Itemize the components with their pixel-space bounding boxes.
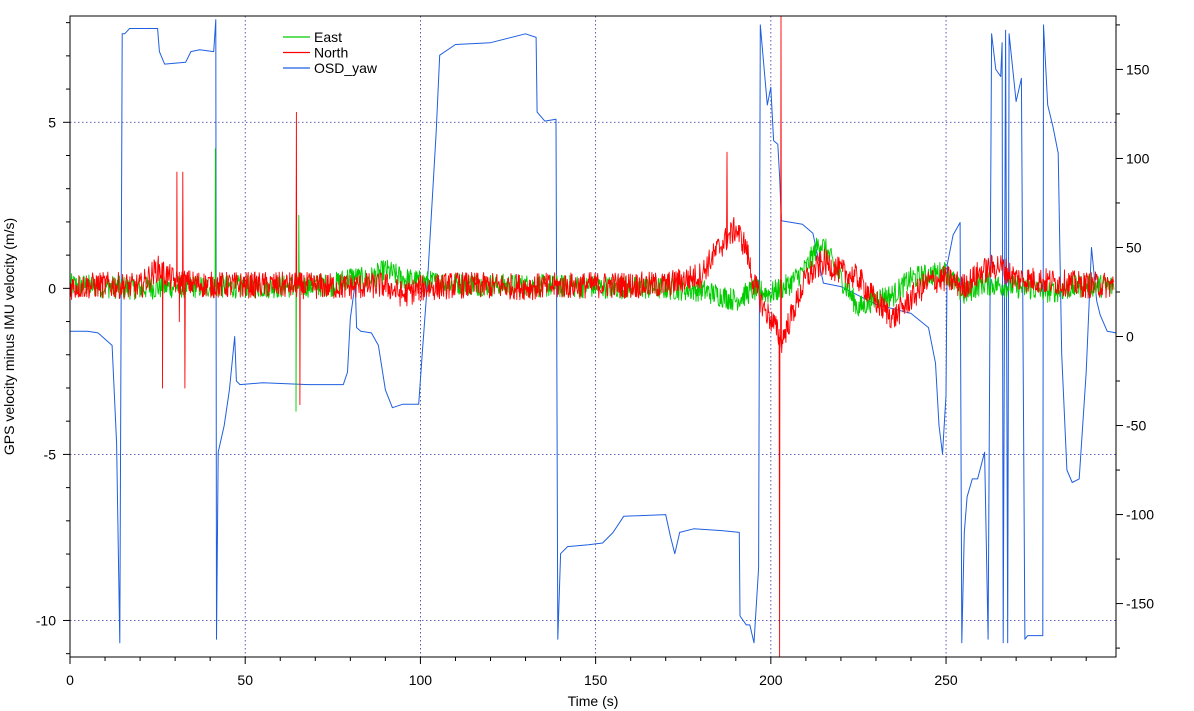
series-line-osd-yaw: [70, 19, 1117, 644]
legend-label: East: [314, 29, 342, 45]
axis-ticks: 0 50 100 150 200 250-10-505-150-100-500501001…: [36, 22, 1154, 688]
grid-lines: [70, 16, 1116, 657]
x-axis-title: Time (s): [568, 693, 619, 709]
x-tick-label: 0: [66, 672, 74, 688]
plot-frame: [69, 15, 1117, 658]
y-right-tick-label: 0: [1126, 329, 1134, 345]
x-tick-label: 50: [237, 672, 253, 688]
x-tick-label: 250: [934, 672, 958, 688]
y-right-tick-label: -50: [1126, 418, 1146, 434]
y-right-tick-label: -150: [1126, 596, 1154, 612]
y-right-tick-label: 100: [1126, 150, 1150, 166]
y-right-tick-label: -100: [1126, 507, 1154, 523]
x-tick-label: 100: [409, 672, 433, 688]
y-right-tick-label: 150: [1126, 61, 1150, 77]
series-line-north: [69, 15, 1115, 658]
x-tick-label: 150: [584, 672, 608, 688]
y-left-tick-label: -10: [36, 612, 56, 628]
y-axis-left-title: GPS velocity minus IMU velocity (m/s): [1, 218, 17, 455]
y-right-tick-label: 50: [1126, 239, 1142, 255]
legend-label: North: [314, 45, 348, 61]
y-left-tick-label: 5: [48, 114, 56, 130]
y-left-tick-label: -5: [44, 446, 57, 462]
series-layer: [69, 15, 1117, 658]
legend-label: OSD_yaw: [314, 60, 378, 76]
y-left-tick-label: 0: [48, 280, 56, 296]
x-tick-label: 200: [759, 672, 783, 688]
